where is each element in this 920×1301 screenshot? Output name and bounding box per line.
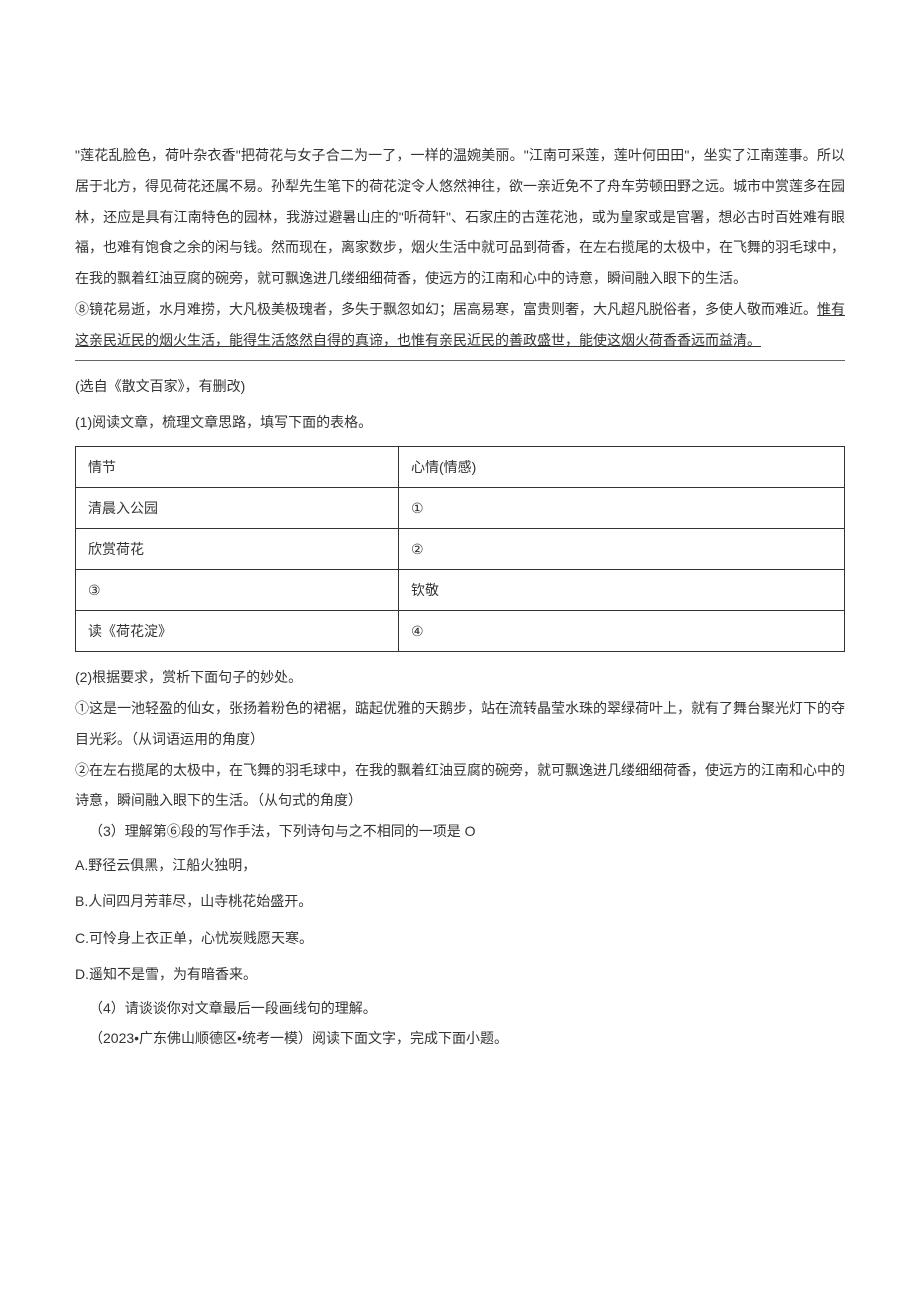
option-b: B.人间四月芳菲尽，山寺桃花始盛开。 <box>75 883 845 919</box>
table-row: 欣赏荷花 ② <box>76 529 845 570</box>
body-paragraph-poem: "莲花乱脸色，荷叶杂衣香"把荷花与女子合二为一了，一样的温婉美丽。"江南可采莲，… <box>75 140 845 294</box>
para-8-pre: ⑧镜花易逝，水月难捞，大凡极美极瑰者，多失于飘忽如幻；居高易寒，富贵则奢，大凡超… <box>75 301 817 317</box>
table-header-feeling: 心情(情感) <box>398 447 844 488</box>
document-page: "莲花乱脸色，荷叶杂衣香"把荷花与女子合二为一了，一样的温婉美丽。"江南可采莲，… <box>0 0 920 1154</box>
question-4: （4）请谈谈你对文章最后一段画线句的理解。 <box>75 993 845 1024</box>
table-header-plot: 情节 <box>76 447 399 488</box>
table-cell: ③ <box>76 570 399 611</box>
horizontal-rule <box>75 360 845 361</box>
table-row: 读《荷花淀》 ④ <box>76 611 845 652</box>
outline-table: 情节 心情(情感) 清晨入公园 ① 欣赏荷花 ② ③ 钦敬 读《荷花淀》 ④ <box>75 446 845 652</box>
table-cell: ④ <box>398 611 844 652</box>
question-2-intro: (2)根据要求，赏析下面句子的妙处。 <box>75 662 845 693</box>
question-2-b: ②在左右揽尾的太极中，在飞舞的羽毛球中，在我的飘着红油豆腐的碗旁，就可飘逸进几缕… <box>75 755 845 817</box>
table-cell: ② <box>398 529 844 570</box>
table-cell: 清晨入公园 <box>76 488 399 529</box>
option-a: A.野径云俱黑，江船火独明， <box>75 847 845 883</box>
table-row: 清晨入公园 ① <box>76 488 845 529</box>
question-3: （3）理解第⑥段的写作手法，下列诗句与之不相同的一项是 O <box>75 816 845 847</box>
next-passage-intro: （2023•广东佛山顺德区•统考一模）阅读下面文字，完成下面小题。 <box>75 1023 845 1054</box>
table-row: ③ 钦敬 <box>76 570 845 611</box>
question-1-intro: (1)阅读文章，梳理文章思路，填写下面的表格。 <box>75 407 845 438</box>
table-row: 情节 心情(情感) <box>76 447 845 488</box>
option-d: D.遥知不是雪，为有暗香来。 <box>75 956 845 992</box>
table-cell: 钦敬 <box>398 570 844 611</box>
table-cell: 读《荷花淀》 <box>76 611 399 652</box>
body-paragraph-8: ⑧镜花易逝，水月难捞，大凡极美极瑰者，多失于飘忽如幻；居高易寒，富贵则奢，大凡超… <box>75 294 845 356</box>
table-cell: 欣赏荷花 <box>76 529 399 570</box>
question-2-a: ①这是一池轻盈的仙女，张扬着粉色的裙裾，踮起优雅的天鹅步，站在流转晶莹水珠的翠绿… <box>75 693 845 755</box>
table-cell: ① <box>398 488 844 529</box>
source-line: (选自《散文百家》，有删改) <box>75 371 845 402</box>
option-c: C.可怜身上衣正单，心忧炭贱愿天寒。 <box>75 920 845 956</box>
